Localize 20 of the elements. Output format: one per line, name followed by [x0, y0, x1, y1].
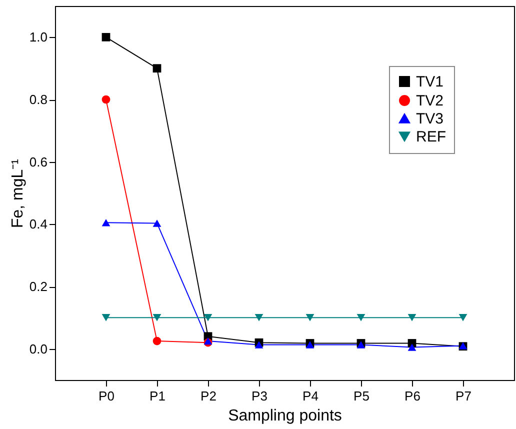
y-tick-label: 0.6 [29, 154, 48, 170]
legend-label: TV1 [416, 74, 444, 90]
y-tick-label: 0.2 [29, 279, 48, 294]
y-tick-label: 0.8 [29, 92, 48, 107]
x-axis-title: Sampling points [228, 408, 342, 424]
legend-label: TV2 [416, 92, 444, 110]
y-tick-label: 1.0 [29, 30, 48, 45]
x-tick-label: P2 [200, 388, 216, 404]
y-axis-title: Fe, mgL⁻¹ [9, 158, 26, 228]
x-tick-label: P1 [150, 388, 166, 404]
x-tick-label: P6 [404, 388, 420, 404]
y-tick-label: 0.0 [29, 341, 48, 356]
legend-label: REF [416, 128, 446, 146]
x-tick-label: P5 [354, 388, 370, 404]
legend-label: TV3 [416, 110, 444, 128]
x-tick-label: P3 [252, 388, 268, 404]
x-tick-label: P4 [302, 388, 318, 404]
y-tick-label: 0.4 [29, 216, 48, 232]
x-tick-label: P7 [456, 388, 472, 404]
x-tick-label: P0 [98, 388, 114, 404]
